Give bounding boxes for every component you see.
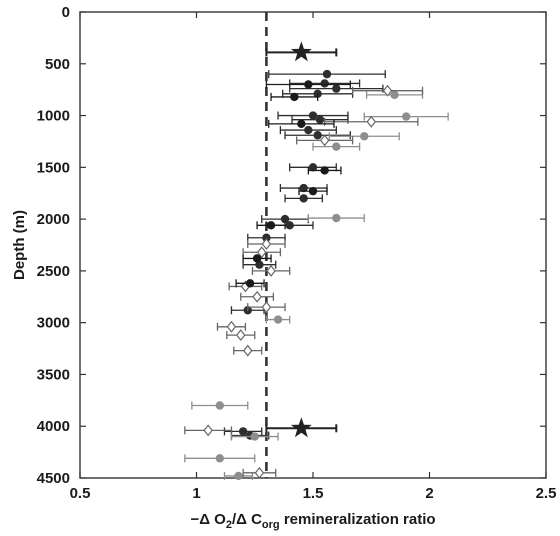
data-point-circle	[266, 221, 276, 230]
y-tick-label: 2000	[37, 211, 70, 228]
data-point-diamond	[236, 329, 246, 342]
data-point-circle	[320, 166, 329, 175]
data-point-circle	[245, 279, 255, 288]
data-point-circle	[315, 115, 325, 124]
data-point-diamond	[254, 466, 265, 479]
y-tick-label: 4000	[37, 418, 70, 435]
data-point-diamond	[261, 301, 272, 314]
data-point-circle	[308, 186, 318, 196]
y-tick-label: 3000	[37, 315, 70, 332]
x-axis-label-sub2: org	[262, 519, 280, 531]
y-tick-label: 2500	[37, 263, 70, 280]
data-point-circle	[308, 163, 318, 172]
x-axis-label-prefix: −Δ O	[190, 511, 226, 528]
data-point-circle	[262, 233, 271, 242]
data-point-circle	[360, 132, 369, 141]
y-axis-label: Depth (m)	[11, 210, 28, 280]
data-point-circle	[299, 194, 308, 203]
data-point-circle	[280, 214, 290, 224]
plot-area: 0.5 1 1.5 2 2.5 0 500 1000 1500 2000 2500 3000 3500 4…	[37, 4, 557, 502]
data-point-circle	[234, 471, 243, 481]
data-point-circle	[304, 125, 313, 135]
data-point-diamond	[319, 134, 330, 147]
y-tick-label: 1500	[37, 159, 70, 176]
data-point-circle	[304, 80, 313, 89]
data-point-diamond	[366, 115, 377, 128]
axis-ticks: 0.5 1 1.5 2 2.5 0 500 1000 1500 2000 2500 3000 3500 4…	[37, 4, 557, 502]
data-point-star	[290, 41, 312, 62]
y-axis-label-group: Depth (m)	[11, 210, 28, 280]
data-point-diamond	[382, 84, 393, 97]
data-point-circle	[250, 432, 259, 441]
data-point-diamond	[242, 344, 253, 357]
data-point-circle	[297, 119, 306, 129]
data-marks	[184, 41, 449, 481]
x-tick-label: 0.5	[70, 485, 91, 502]
data-point-circle	[252, 254, 262, 263]
data-point-circle	[273, 315, 283, 324]
data-point-circle	[332, 213, 341, 223]
y-tick-label: 1000	[37, 108, 70, 125]
x-tick-label: 1.5	[303, 485, 324, 502]
data-point-star	[290, 417, 312, 438]
data-point-circle	[322, 69, 332, 79]
data-point-circle	[402, 112, 411, 121]
x-tick-label: 2	[425, 485, 433, 502]
x-axis-label-mid: /Δ C	[232, 511, 262, 528]
data-point-circle	[215, 401, 224, 410]
plot-frame	[79, 11, 547, 479]
data-point-diamond	[256, 246, 267, 259]
y-tick-label: 3500	[37, 366, 70, 383]
x-tick-label: 2.5	[536, 485, 557, 502]
data-point-circle	[285, 221, 294, 230]
data-point-diamond	[203, 424, 213, 437]
data-point-circle	[313, 131, 322, 140]
data-point-circle	[390, 90, 399, 100]
y-tick-label: 4500	[37, 470, 70, 487]
data-point-circle	[320, 79, 329, 88]
data-point-circle	[215, 454, 224, 463]
y-tick-label: 500	[45, 56, 70, 73]
data-point-circle	[238, 427, 248, 436]
y-tick-label: 0	[62, 4, 70, 21]
data-point-circle	[308, 111, 318, 120]
data-point-circle	[332, 142, 341, 151]
x-tick-label: 1	[192, 485, 200, 502]
data-point-diamond	[266, 264, 276, 277]
data-point-diamond	[252, 290, 262, 303]
data-point-circle	[332, 84, 341, 93]
x-axis-label: −Δ O2/Δ Corg remineralization ratio	[190, 511, 435, 531]
data-point-diamond	[261, 238, 272, 250]
x-axis-label-suffix: remineralization ratio	[280, 511, 436, 528]
data-point-diamond	[226, 320, 237, 333]
data-point-circle	[290, 92, 299, 102]
x-axis-label-sub1: 2	[226, 519, 232, 531]
data-point-circle	[299, 183, 308, 193]
